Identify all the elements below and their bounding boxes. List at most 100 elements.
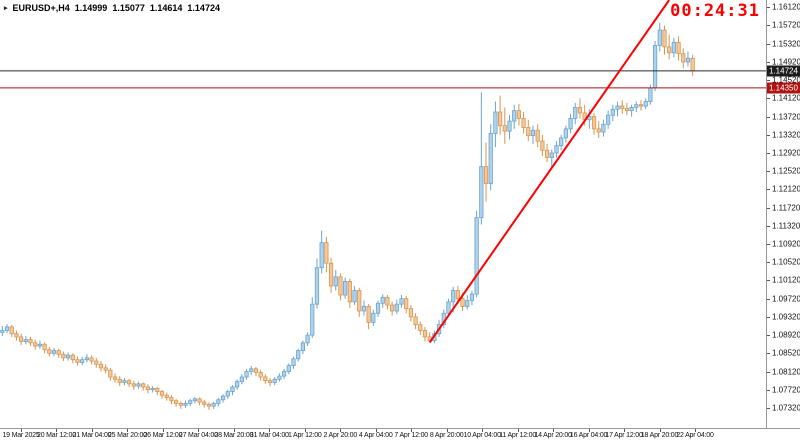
candle <box>465 295 470 310</box>
time-tick-mark <box>411 429 413 432</box>
candle <box>314 258 320 309</box>
price-tick-label: 1.13720 <box>772 112 800 122</box>
price-tick-mark <box>767 7 770 9</box>
candle <box>526 119 531 142</box>
candle <box>282 368 287 379</box>
time-tick-label: 19 Mar 2025 <box>2 432 40 439</box>
candle <box>479 92 484 225</box>
time-tick-label: 1 Apr 12:00 <box>287 432 322 439</box>
time-tick-mark <box>624 429 626 432</box>
candle <box>164 392 169 401</box>
candle <box>155 387 160 396</box>
candle <box>108 367 113 381</box>
candle <box>375 300 381 317</box>
price-tick-mark <box>767 244 770 246</box>
candle <box>624 102 630 116</box>
candle <box>591 112 597 135</box>
candle <box>37 340 43 349</box>
candle <box>197 397 202 406</box>
time-tick-label: 4 Apr 04:00 <box>358 432 393 439</box>
time-tick-label: 2 Apr 20:00 <box>323 432 358 439</box>
time-tick-mark <box>375 429 377 432</box>
candle <box>521 112 526 134</box>
candle <box>56 348 61 358</box>
candle <box>535 124 540 148</box>
candle <box>319 230 324 274</box>
price-tick-label: 1.12120 <box>772 184 800 194</box>
time-tick-label: 28 Mar 20:00 <box>214 432 254 439</box>
candle <box>563 125 568 143</box>
candle <box>230 385 235 396</box>
time-tick-label: 18 Apr 20:00 <box>640 432 679 439</box>
candle <box>399 295 404 308</box>
candle <box>4 324 10 334</box>
candle <box>690 54 695 76</box>
candle <box>366 304 371 330</box>
price-tick-label: 1.16120 <box>772 2 800 12</box>
candle <box>244 368 249 380</box>
candle <box>512 104 517 129</box>
candle <box>42 342 47 354</box>
candle <box>667 34 672 60</box>
candle <box>122 377 127 386</box>
price-tick-label: 1.07320 <box>772 403 800 413</box>
candle <box>61 351 66 362</box>
price-tick-mark <box>767 389 770 391</box>
candlestick-chart[interactable] <box>0 0 766 428</box>
candle <box>131 380 136 390</box>
time-tick-mark <box>269 429 271 432</box>
candle <box>634 101 639 113</box>
candle <box>328 257 334 293</box>
candle <box>559 134 564 151</box>
candle <box>253 366 259 377</box>
candle <box>0 326 5 337</box>
price-tick-label: 1.12920 <box>772 148 800 158</box>
candle <box>277 373 282 382</box>
ohlc-close-value: 1.14724 <box>187 3 220 13</box>
time-tick-mark <box>446 429 448 432</box>
price-tick-mark <box>767 371 770 373</box>
price-tick-label: 1.14920 <box>772 57 800 67</box>
candle <box>267 377 273 387</box>
candle <box>516 103 522 126</box>
time-tick-mark <box>162 429 164 432</box>
candle <box>94 357 99 368</box>
candle <box>183 400 188 408</box>
candle <box>51 347 57 357</box>
time-tick-mark <box>198 429 200 432</box>
candle <box>239 374 244 385</box>
candle <box>385 295 390 310</box>
candle <box>643 98 648 110</box>
price-tick-label: 1.15720 <box>772 20 800 30</box>
time-tick-mark <box>21 429 22 432</box>
time-tick-label: 17 Apr 12:00 <box>605 432 643 439</box>
candle <box>596 121 601 138</box>
candle <box>14 330 19 341</box>
price-tick-mark <box>767 262 770 264</box>
price-tick-label: 1.07720 <box>772 385 800 395</box>
chart-plot-area[interactable]: ▸ EURUSD+,H4 1.14999 1.15077 1.14614 1.1… <box>0 0 766 428</box>
candle <box>117 376 122 387</box>
candle <box>103 364 108 374</box>
time-tick-label: 8 Apr 20:00 <box>429 432 464 439</box>
candle <box>9 325 14 337</box>
time-axis[interactable]: 19 Mar 2025 20 Mar 12:00 21 Mar 04:00 25 Ma… <box>0 428 800 442</box>
candle <box>488 124 493 191</box>
candle <box>498 95 503 135</box>
candle <box>338 273 343 301</box>
time-tick-label: 25 Mar 20:00 <box>107 432 147 439</box>
price-axis[interactable]: 1.16120 1.15720 1.15320 1.14920 1.14520 1.141… <box>766 0 800 428</box>
candle <box>324 236 329 273</box>
time-tick-label: 20 Mar 12:00 <box>37 432 76 439</box>
price-tick-mark <box>767 43 770 45</box>
candle <box>413 313 418 330</box>
price-tick-mark <box>767 98 770 100</box>
candle <box>258 369 263 381</box>
trend-line[interactable] <box>428 0 670 343</box>
candle <box>127 378 132 388</box>
price-tick-mark <box>767 280 770 282</box>
price-tick-label: 1.15320 <box>772 39 800 49</box>
time-tick-mark <box>482 429 484 432</box>
candle <box>305 332 310 347</box>
candle <box>84 354 89 363</box>
